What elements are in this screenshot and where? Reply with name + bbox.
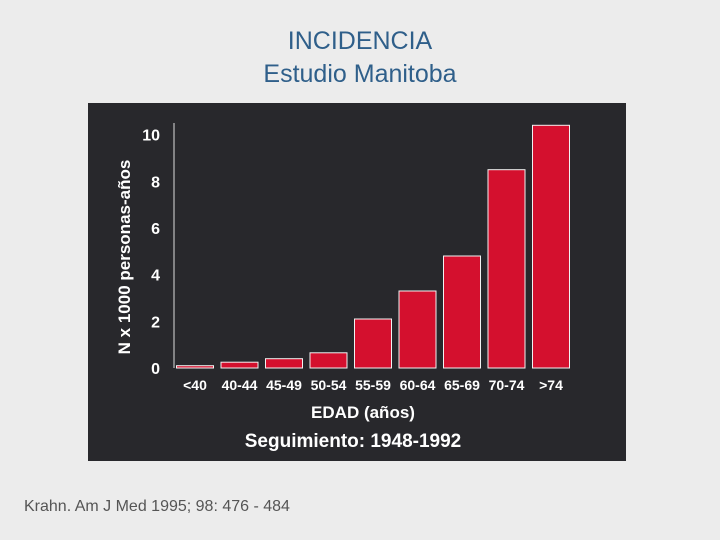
bar-0 xyxy=(176,365,214,369)
y-tick-labels: 0 2 4 6 8 10 xyxy=(142,128,160,378)
y-tick-label: 8 xyxy=(151,174,160,191)
x-tick-label: 45-49 xyxy=(266,377,302,393)
y-tick-label: 2 xyxy=(151,314,160,331)
bar-1 xyxy=(220,361,259,369)
x-tick-label: 55-59 xyxy=(355,377,391,393)
x-axis-label: EDAD (años) xyxy=(311,403,415,422)
bars-group xyxy=(176,124,570,369)
bar-7 xyxy=(487,169,526,369)
y-tick-label: 6 xyxy=(151,221,160,238)
chart-subtitle: Seguimiento: 1948-1992 xyxy=(245,431,461,452)
x-tick-label: 50-54 xyxy=(311,377,347,393)
bar-2 xyxy=(265,358,303,369)
bar-6 xyxy=(443,255,481,369)
x-tick-label: 40-44 xyxy=(222,377,258,393)
x-tick-label: >74 xyxy=(539,377,563,393)
x-tick-label: 60-64 xyxy=(400,377,436,393)
x-tick-label: <40 xyxy=(183,377,207,393)
x-tick-label: 65-69 xyxy=(444,377,480,393)
bar-chart: 0 2 4 6 8 10 <40 40-44 45-49 50-54 55-59 60-64 65-6… xyxy=(115,123,570,452)
bar-chart-panel: 0 2 4 6 8 10 <40 40-44 45-49 50-54 55-59 60-64 65-6… xyxy=(88,103,626,461)
y-tick-label: 4 xyxy=(151,268,160,285)
x-tick-labels: <40 40-44 45-49 50-54 55-59 60-64 65-69 70-74 >7… xyxy=(183,377,563,393)
bar-8 xyxy=(532,124,570,369)
y-axis-label: N x 1000 personas-años xyxy=(115,160,134,355)
x-tick-label: 70-74 xyxy=(489,377,525,393)
slide-subtitle: Estudio Manitoba xyxy=(263,60,457,88)
slide-title: INCIDENCIA xyxy=(287,27,433,55)
bar-5 xyxy=(398,290,437,369)
y-tick-label: 10 xyxy=(142,128,160,145)
bar-3 xyxy=(309,352,348,369)
bar-4 xyxy=(354,318,392,369)
y-tick-label: 0 xyxy=(151,361,160,378)
source-citation: Krahn. Am J Med 1995; 98: 476 - 484 xyxy=(24,498,290,515)
